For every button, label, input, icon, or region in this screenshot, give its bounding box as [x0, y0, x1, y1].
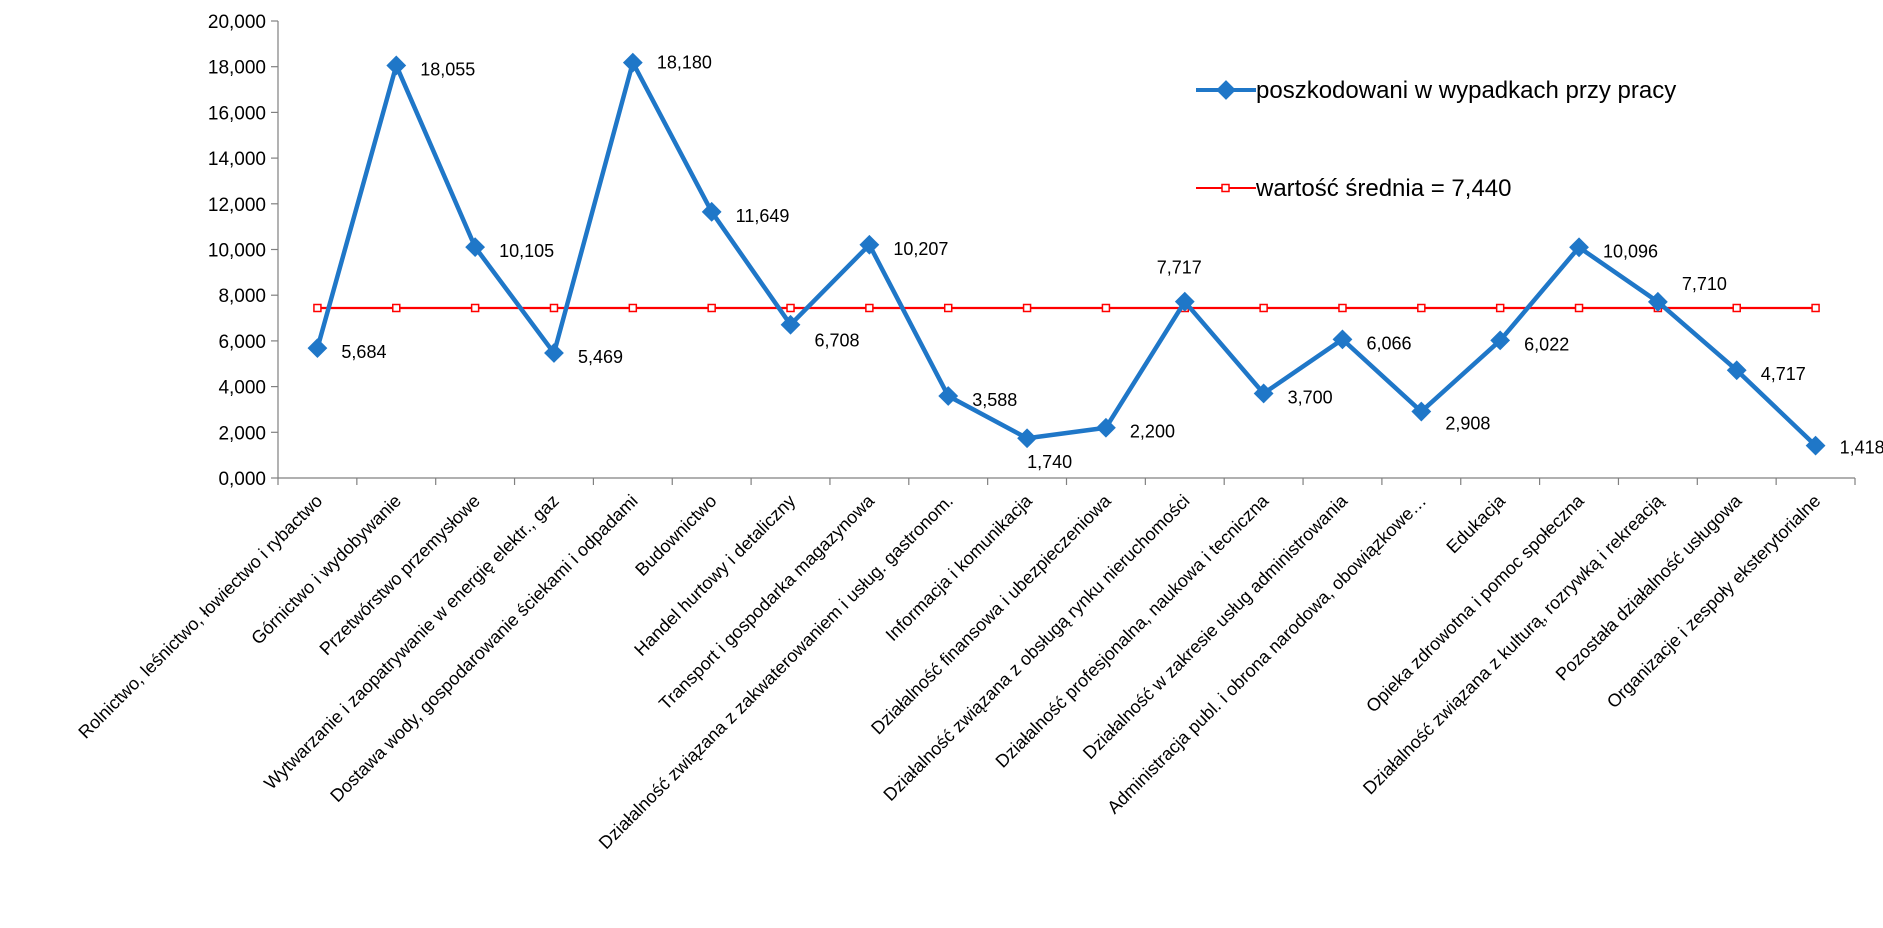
data-label: 10,096 — [1603, 241, 1658, 261]
series-line — [315, 60, 1818, 448]
mean-marker — [1417, 303, 1426, 313]
mean-marker — [1811, 303, 1820, 313]
mean-marker — [392, 303, 401, 313]
mean-marker — [628, 303, 638, 313]
x-tick-label: Działalność związana z kulturą, rozrywką… — [1359, 490, 1667, 798]
data-label: 5,684 — [341, 342, 386, 362]
mean-marker — [1574, 303, 1584, 313]
data-label: 6,708 — [815, 331, 860, 351]
y-tick-label: 12,000 — [208, 195, 266, 216]
data-point — [1726, 360, 1747, 381]
mean-marker — [1732, 303, 1741, 313]
x-tick-label: Działalność związana z zakwaterowaniem i… — [595, 491, 957, 853]
x-axis-ticks: Rolnictwo, leśnictwo, łowiectwo i rybact… — [74, 478, 1856, 853]
mean-series — [313, 303, 1820, 313]
y-tick-label: 16,000 — [208, 103, 266, 124]
data-label: 2,908 — [1445, 414, 1490, 434]
main-series — [307, 52, 1826, 456]
x-tick-label: Budownictwo — [631, 491, 720, 580]
mean-marker — [1101, 303, 1111, 313]
data-point — [1490, 330, 1511, 351]
data-label: 3,700 — [1288, 387, 1333, 407]
data-label: 7,717 — [1157, 258, 1202, 278]
y-tick-label: 20,000 — [208, 12, 266, 33]
data-label: 1,418 — [1840, 438, 1883, 458]
data-label: 11,649 — [736, 206, 790, 226]
mean-marker — [470, 303, 480, 313]
y-tick-label: 14,000 — [208, 149, 266, 170]
mean-marker — [865, 303, 874, 313]
data-label: 6,022 — [1524, 334, 1569, 354]
data-point — [938, 386, 959, 406]
mean-marker — [1338, 303, 1347, 313]
data-label: 3,588 — [972, 390, 1017, 410]
data-point — [1569, 237, 1589, 258]
data-labels: 5,684 18,055 10,105 5,469 18,180 11,649 6,708 1… — [341, 53, 1883, 473]
data-label: 18,055 — [420, 59, 475, 79]
data-point — [544, 343, 564, 363]
data-point — [465, 237, 486, 258]
data-point — [1096, 417, 1116, 438]
y-tick-label: 10,000 — [208, 241, 266, 262]
data-label: 5,469 — [578, 347, 623, 367]
legend-label-main: poszkodowani w wypadkach przy pracy — [1256, 77, 1676, 104]
data-point — [1332, 329, 1353, 350]
data-point — [386, 55, 407, 76]
data-label: 4,717 — [1761, 364, 1806, 384]
x-tick-label: Dostawa wody, gospodarowanie ściekami i … — [326, 491, 641, 806]
data-point — [780, 314, 801, 335]
legend-label-mean: wartość średnia = 7,440 — [1255, 175, 1511, 202]
legend-marker-main — [1216, 80, 1236, 100]
x-tick-label: Działalność związana z obsługą rynku nie… — [879, 491, 1193, 805]
y-tick-label: 18,000 — [208, 58, 266, 79]
mean-marker — [1259, 303, 1268, 313]
y-tick-label: 6,000 — [218, 332, 266, 353]
data-label: 1,740 — [1027, 452, 1072, 472]
mean-marker — [943, 303, 953, 313]
data-point — [1647, 291, 1668, 312]
data-label: 2,200 — [1130, 422, 1175, 442]
data-point — [1174, 291, 1195, 312]
mean-marker — [707, 303, 716, 313]
mean-marker — [1495, 303, 1505, 313]
x-tick-label: Górnictwo i wydobywanie — [247, 491, 405, 649]
data-point — [1017, 428, 1037, 449]
data-label: 10,207 — [893, 239, 948, 259]
data-point — [307, 338, 328, 359]
x-tick-label: Informacja i komunikacja — [882, 490, 1037, 645]
x-tick-label: Wytwarzanie i zaopatrywanie w energię el… — [260, 491, 563, 794]
mean-marker — [313, 303, 322, 313]
data-point — [1253, 383, 1274, 404]
y-tick-label: 8,000 — [218, 286, 266, 307]
data-label: 10,105 — [499, 241, 554, 261]
x-tick-label: Edukacja — [1442, 490, 1509, 557]
mean-marker — [1022, 303, 1032, 313]
x-tick-label: Działalność w zakresie usług administrow… — [1079, 490, 1352, 763]
data-label: 18,180 — [657, 53, 712, 73]
mean-marker — [786, 303, 795, 313]
y-tick-label: 4,000 — [218, 378, 266, 399]
x-tick-label: Działalność profesjonalna, naukowa i tec… — [992, 490, 1274, 772]
x-tick-label: Przetwórstwo przemysłowe — [316, 491, 484, 659]
y-tick-label: 2,000 — [218, 423, 266, 444]
data-label: 6,066 — [1366, 333, 1411, 353]
legend: poszkodowani w wypadkach przy pracy wart… — [1196, 77, 1676, 202]
legend-marker-mean — [1221, 183, 1230, 193]
data-point — [1411, 401, 1432, 422]
y-axis-ticks: 0,000 2,000 4,000 6,000 8,000 10,000 12,000 14,… — [208, 12, 278, 490]
y-tick-label: 0,000 — [218, 469, 266, 490]
data-point — [622, 52, 643, 73]
data-label: 7,710 — [1682, 274, 1727, 294]
x-tick-label: Handel hurtowy i detaliczny — [630, 491, 799, 660]
data-point — [1805, 435, 1826, 456]
mean-marker — [549, 303, 559, 313]
